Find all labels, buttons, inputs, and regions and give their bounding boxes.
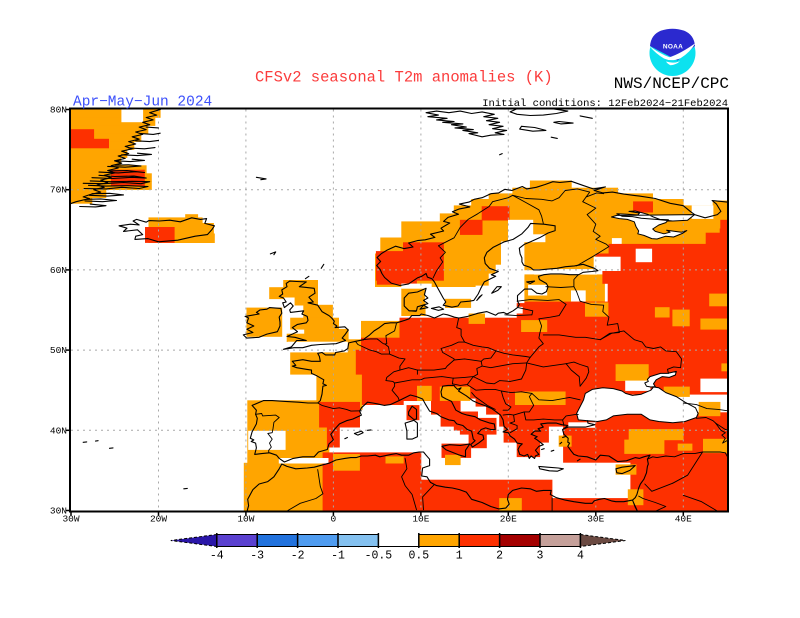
svg-text:1: 1 bbox=[456, 550, 463, 563]
svg-text:3: 3 bbox=[537, 550, 544, 563]
svg-text:CFSv2 seasonal T2m anomalies (: CFSv2 seasonal T2m anomalies (K) bbox=[255, 69, 553, 87]
svg-text:-3: -3 bbox=[250, 550, 264, 563]
svg-text:0.5: 0.5 bbox=[408, 550, 429, 563]
svg-text:-0.5: -0.5 bbox=[365, 550, 393, 563]
svg-text:Initial conditions: 12Feb2024−: Initial conditions: 12Feb2024−21Feb2024 bbox=[482, 98, 728, 110]
svg-text:-1: -1 bbox=[331, 550, 345, 563]
svg-text:-4: -4 bbox=[210, 550, 224, 563]
svg-text:10E: 10E bbox=[412, 514, 429, 525]
svg-text:60N: 60N bbox=[50, 265, 67, 276]
svg-text:50N: 50N bbox=[50, 345, 67, 356]
svg-text:Apr−May−Jun 2024: Apr−May−Jun 2024 bbox=[73, 95, 212, 111]
svg-text:40E: 40E bbox=[675, 514, 692, 525]
svg-text:80N: 80N bbox=[50, 105, 67, 116]
svg-text:10W: 10W bbox=[237, 514, 254, 525]
svg-text:4: 4 bbox=[577, 550, 584, 563]
svg-text:30W: 30W bbox=[62, 514, 79, 525]
svg-text:70N: 70N bbox=[50, 185, 67, 196]
svg-text:NOAA: NOAA bbox=[663, 44, 683, 51]
svg-text:30N: 30N bbox=[50, 506, 67, 517]
svg-text:2: 2 bbox=[496, 550, 503, 563]
svg-text:40N: 40N bbox=[50, 425, 67, 436]
svg-text:20W: 20W bbox=[150, 514, 167, 525]
svg-text:0: 0 bbox=[331, 514, 337, 525]
svg-text:NWS/NCEP/CPC: NWS/NCEP/CPC bbox=[614, 75, 729, 93]
svg-text:30E: 30E bbox=[587, 514, 604, 525]
svg-text:20E: 20E bbox=[500, 514, 517, 525]
svg-text:-2: -2 bbox=[291, 550, 305, 563]
